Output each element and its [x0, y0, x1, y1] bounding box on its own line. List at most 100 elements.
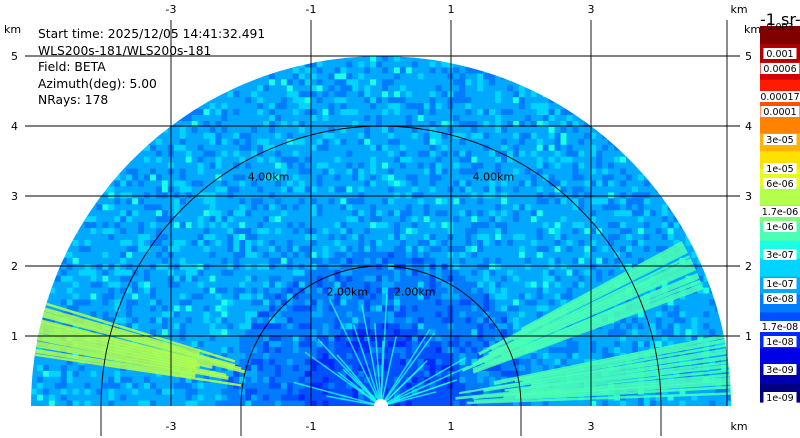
scan-cell — [185, 185, 193, 193]
scan-cell — [185, 293, 193, 300]
scan-cell — [114, 168, 121, 175]
scan-cell — [197, 168, 205, 175]
scan-cell — [631, 197, 639, 205]
scan-cell — [661, 304, 669, 312]
scan-cell — [608, 156, 615, 163]
scan-cell — [144, 269, 151, 276]
scan-cell — [417, 287, 425, 294]
scan-cell — [96, 293, 103, 300]
scan-cell — [48, 304, 56, 312]
scan-cell — [608, 275, 615, 282]
scan-cell — [453, 346, 460, 353]
scan-cell — [173, 197, 181, 205]
scan-cell — [429, 191, 437, 199]
scan-cell — [364, 340, 371, 348]
scan-cell — [138, 168, 145, 175]
scan-cell — [328, 340, 335, 348]
scan-cell — [340, 340, 347, 348]
scan-cell — [179, 209, 187, 217]
scan-cell — [405, 239, 413, 246]
scan-cell — [429, 185, 437, 193]
scan-cell — [596, 257, 603, 264]
scan-cell — [512, 400, 520, 406]
scan-cell — [263, 203, 270, 211]
scan-cell — [334, 144, 341, 151]
scan-cell — [495, 275, 502, 282]
scan-cell — [191, 239, 199, 246]
scan-cell — [370, 293, 377, 300]
scan-cell — [459, 322, 466, 330]
scan-cell — [31, 394, 38, 401]
scan-cell — [542, 364, 550, 371]
scan-cell — [643, 203, 651, 211]
scan-cell — [209, 162, 216, 169]
scan-cell — [274, 388, 282, 395]
scan-cell — [251, 394, 258, 401]
scan-cell — [727, 352, 731, 359]
scan-cell — [388, 304, 395, 312]
scan-cell — [328, 251, 335, 258]
scan-cell — [251, 400, 258, 406]
scan-cell — [465, 346, 472, 353]
scan-cell — [631, 168, 639, 175]
scan-cell — [405, 328, 413, 336]
scan-cell — [274, 334, 282, 342]
scan-cell — [150, 298, 157, 306]
scan-cell — [453, 269, 460, 276]
scan-cell — [655, 197, 663, 205]
scan-cell — [274, 281, 282, 288]
scan-cell — [471, 162, 478, 169]
scan-cell — [233, 281, 240, 288]
scan-cell — [42, 388, 50, 395]
scan-cell — [340, 221, 347, 229]
scan-cell — [495, 388, 502, 395]
scan-cell — [257, 340, 264, 348]
scan-cell — [423, 138, 431, 145]
scan-cell — [501, 263, 508, 270]
scan-cell — [405, 275, 413, 282]
scan-cell — [90, 316, 97, 324]
scan-cell — [507, 197, 514, 205]
scan-cell — [292, 168, 300, 175]
scan-cell — [245, 346, 252, 353]
scan-cell — [405, 388, 413, 395]
scan-cell — [542, 233, 550, 240]
scan-cell — [328, 328, 335, 336]
scan-cell — [382, 394, 389, 401]
scan-cell — [423, 197, 431, 205]
scan-cell — [227, 257, 234, 264]
scan-cell — [441, 293, 448, 300]
scan-cell — [173, 298, 181, 306]
scan-cell — [388, 150, 395, 157]
scan-cell — [191, 310, 199, 318]
scan-cell — [185, 287, 193, 294]
scan-cell — [203, 179, 210, 187]
scan-cell — [263, 370, 270, 377]
scan-cell — [524, 168, 532, 175]
scan-cell — [316, 221, 324, 229]
scan-cell — [316, 340, 324, 348]
scan-cell — [364, 221, 371, 229]
scan-cell — [626, 191, 633, 199]
scan-cell — [72, 251, 80, 258]
scan-cell — [536, 126, 544, 133]
scan-cell — [269, 138, 276, 145]
scan-cell — [221, 310, 228, 318]
scan-cell — [501, 179, 508, 187]
scan-cell — [161, 376, 169, 383]
scan-cell — [614, 221, 621, 229]
scan-cell — [685, 304, 692, 312]
scan-cell — [441, 138, 448, 145]
scan-cell — [417, 316, 425, 324]
scan-cell — [495, 364, 502, 371]
scan-cell — [441, 132, 448, 139]
scan-cell — [411, 275, 419, 282]
scan-cell — [334, 138, 341, 145]
scan-cell — [280, 174, 288, 181]
scan-cell — [393, 328, 401, 336]
scan-cell — [435, 340, 443, 348]
scan-cell — [679, 358, 686, 365]
scan-cell — [227, 203, 234, 211]
scan-cell — [620, 209, 627, 217]
scan-cell — [233, 126, 240, 133]
